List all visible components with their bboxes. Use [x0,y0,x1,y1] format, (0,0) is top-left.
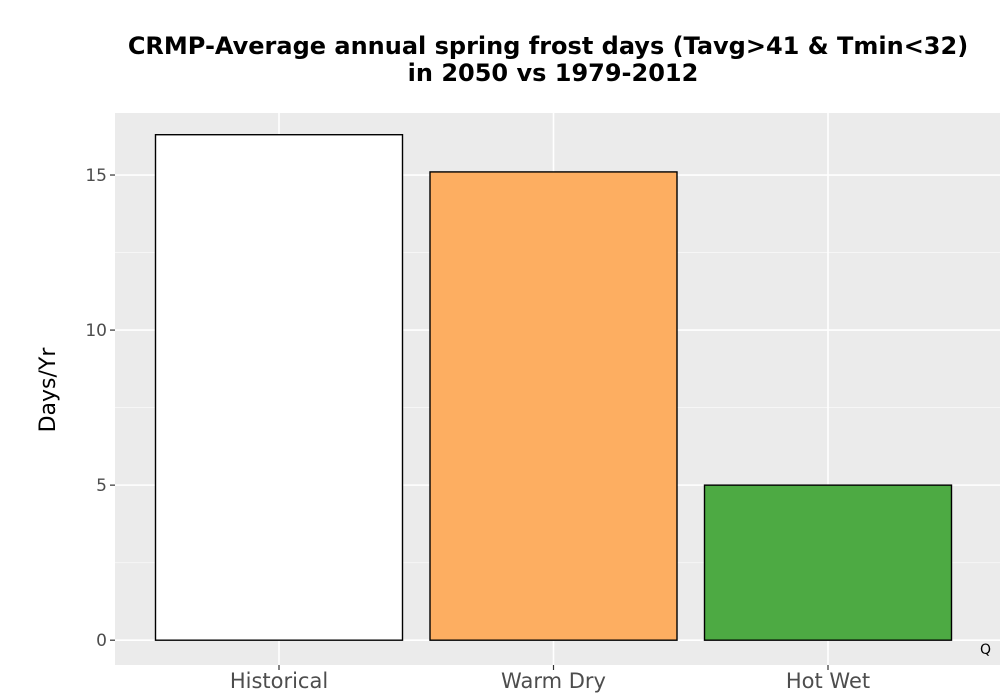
bar-historical [154,134,404,641]
y-tick-label: 5 [96,476,107,496]
y-tick-label: 15 [85,166,107,186]
y-tick-label: 0 [96,631,107,651]
bar-hot-wet [703,484,953,641]
x-axis: Historical Warm Dry Hot Wet [230,665,870,693]
chart-title-line-1: CRMP-Average annual spring frost days (T… [128,32,968,60]
x-tick-label: Warm Dry [501,669,606,693]
chart-title-line-2: in 2050 vs 1979-2012 [408,59,699,87]
bar-warm-dry [429,171,678,641]
y-axis-title: Days/Yr [36,347,61,433]
corner-mark: Q [980,642,991,658]
y-tick-label: 10 [85,321,107,341]
x-tick-label: Hot Wet [786,669,870,693]
y-axis: 0 5 10 15 [85,166,115,651]
bars [154,134,953,641]
x-tick-label: Historical [230,669,328,693]
